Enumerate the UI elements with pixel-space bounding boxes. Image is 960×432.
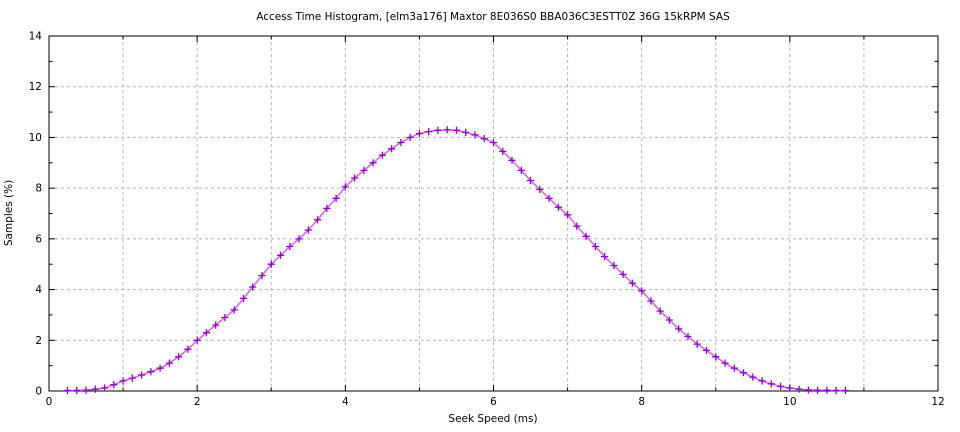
y-tick-label: 6 [35,233,42,245]
x-tick-label: 10 [783,396,796,408]
y-tick-label: 14 [29,31,43,43]
data-point-markers [63,126,849,395]
x-tick-label: 0 [46,396,53,408]
x-axis-label: Seek Speed (ms) [448,413,537,425]
y-axis-label: Samples (%) [3,180,15,246]
x-tick-label: 8 [638,396,645,408]
y-tick-label: 2 [35,335,42,347]
plot-area: 0 2 4 6 8 10 12 0 2 4 6 8 10 12 14 [29,31,945,409]
x-tick-label: 4 [342,396,349,408]
x-tick-label: 6 [490,396,497,408]
y-tick-label: 10 [29,132,42,144]
x-tick-label: 2 [194,396,201,408]
curve-line [67,129,846,392]
y-tick-label: 8 [35,183,42,195]
y-tick-label: 0 [35,386,42,398]
y-tick-label: 12 [29,81,42,93]
y-tick-label: 4 [35,284,42,296]
x-tick-label: 12 [931,396,944,408]
chart-title: Access Time Histogram, [elm3a176] Maxtor… [256,11,730,23]
